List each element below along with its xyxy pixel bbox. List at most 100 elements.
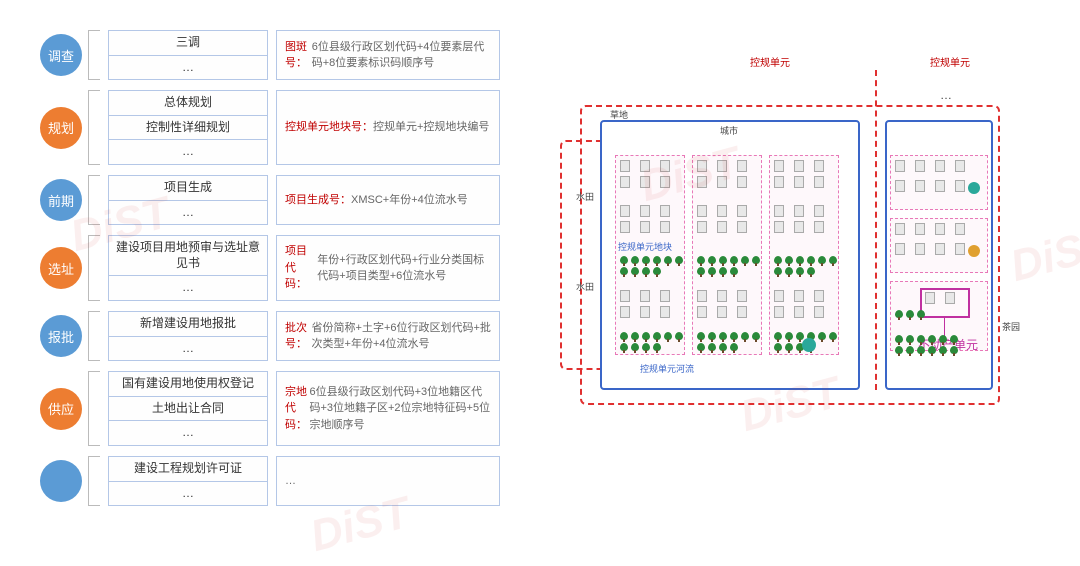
bracket-connector — [88, 175, 100, 225]
tree-icon — [796, 267, 804, 275]
tree-icon — [719, 256, 727, 264]
code-description: 图斑号：6位县级行政区划代码+4位要素层代码+8位要素标识码顺序号 — [276, 30, 500, 80]
building-icon — [915, 180, 925, 192]
building-icon — [660, 290, 670, 302]
building-icon — [717, 160, 727, 172]
map-label-kgunit-right: 控规单元 — [930, 54, 970, 69]
tree-icon — [928, 346, 936, 354]
bracket-connector — [88, 371, 100, 446]
code-description: 控规单元地块号：控规单元+控规地块编号 — [276, 90, 500, 165]
tree-icon — [917, 335, 925, 343]
building-icon — [697, 221, 707, 233]
tree-icon — [950, 335, 958, 343]
building-icon — [660, 221, 670, 233]
tree-icon — [730, 332, 738, 340]
bracket-connector — [88, 30, 100, 80]
stage-items: 建设项目用地预审与选址意见书… — [108, 235, 268, 301]
stage-item: 土地出让合同 — [108, 397, 268, 422]
stage-items: 项目生成… — [108, 175, 268, 225]
tree-icon — [939, 335, 947, 343]
building-icon — [620, 160, 630, 172]
tree-icon — [917, 310, 925, 318]
tree-icon — [818, 256, 826, 264]
building-icon — [955, 243, 965, 255]
stage-items: 国有建设用地使用权登记土地出让合同… — [108, 371, 268, 446]
stage-item: 总体规划 — [108, 90, 268, 116]
code-key: 宗地代码： — [285, 384, 309, 434]
building-icon — [774, 205, 784, 217]
building-icon — [935, 243, 945, 255]
tree-icon — [774, 267, 782, 275]
building-icon — [935, 223, 945, 235]
code-key: 图斑号： — [285, 39, 312, 72]
bracket-connector — [88, 311, 100, 361]
building-icon — [945, 292, 955, 304]
stage-item: 项目生成 — [108, 175, 268, 201]
building-icon — [895, 160, 905, 172]
building-icon — [737, 221, 747, 233]
tree-icon — [664, 256, 672, 264]
tree-icon — [829, 256, 837, 264]
building-icon — [717, 176, 727, 188]
building-icon — [697, 290, 707, 302]
code-description: 宗地代码：6位县级行政区划代码+3位地籍区代码+3位地籍子区+2位宗地特征码+5… — [276, 371, 500, 446]
building-icon — [660, 160, 670, 172]
stage-item: … — [108, 56, 268, 81]
stage-items: 总体规划控制性详细规划… — [108, 90, 268, 165]
building-icon — [640, 306, 650, 318]
map-label-city: 城市 — [720, 124, 738, 137]
building-icon — [737, 290, 747, 302]
tree-icon — [785, 267, 793, 275]
building-icon — [814, 176, 824, 188]
building-icon — [737, 160, 747, 172]
process-row: 建设工程规划许可证… … — [40, 456, 500, 506]
code-key: 项目生成号： — [285, 192, 351, 209]
tree-icon — [741, 332, 749, 340]
tree-icon — [730, 267, 738, 275]
tree-icon — [631, 267, 639, 275]
building-icon — [620, 221, 630, 233]
code-desc: … — [285, 473, 296, 490]
tree-icon — [829, 332, 837, 340]
code-description: 项目生成号：XMSC+年份+4位流水号 — [276, 175, 500, 225]
tree-icon — [653, 256, 661, 264]
building-icon — [915, 160, 925, 172]
stage-circle — [40, 460, 82, 502]
map-label-paddy1: 水田 — [576, 190, 594, 203]
building-icon — [794, 221, 804, 233]
process-row: 报批新增建设用地报批…批次号：省份简称+土字+6位行政区划代码+批次类型+年份+… — [40, 311, 500, 361]
building-icon — [895, 243, 905, 255]
tree-icon — [675, 332, 683, 340]
code-desc: 年份+行政区划代码+行业分类国标代码+项目类型+6位流水号 — [317, 252, 491, 285]
tree-icon — [752, 332, 760, 340]
tree-icon — [730, 343, 738, 351]
building-icon — [717, 221, 727, 233]
tree-icon — [818, 332, 826, 340]
tree-icon — [697, 267, 705, 275]
stage-items: 建设工程规划许可证… — [108, 456, 268, 506]
building-icon — [814, 205, 824, 217]
code-desc: 省份简称+土字+6位行政区划代码+批次类型+年份+4位流水号 — [312, 320, 491, 353]
stage-item: 国有建设用地使用权登记 — [108, 371, 268, 397]
tree-icon — [752, 256, 760, 264]
tree-icon — [708, 343, 716, 351]
stage-circle: 调查 — [40, 34, 82, 76]
tree-icon — [697, 343, 705, 351]
tree-icon — [719, 267, 727, 275]
stage-circle: 供应 — [40, 388, 82, 430]
building-icon — [925, 292, 935, 304]
map-label-grass: 草地 — [610, 108, 628, 121]
building-icon — [620, 290, 630, 302]
tree-icon — [906, 335, 914, 343]
map-label-block: 控规单元地块 — [618, 240, 672, 253]
building-icon — [620, 306, 630, 318]
process-row: 调查三调…图斑号：6位县级行政区划代码+4位要素层代码+8位要素标识码顺序号 — [40, 30, 500, 80]
building-icon — [935, 160, 945, 172]
process-row: 规划总体规划控制性详细规划…控规单元地块号：控规单元+控规地块编号 — [40, 90, 500, 165]
code-desc: 6位县级行政区划代码+4位要素层代码+8位要素标识码顺序号 — [312, 39, 491, 72]
tree-icon — [785, 256, 793, 264]
tree-icon — [631, 332, 639, 340]
building-icon — [774, 176, 784, 188]
tree-icon — [796, 256, 804, 264]
building-icon — [915, 223, 925, 235]
